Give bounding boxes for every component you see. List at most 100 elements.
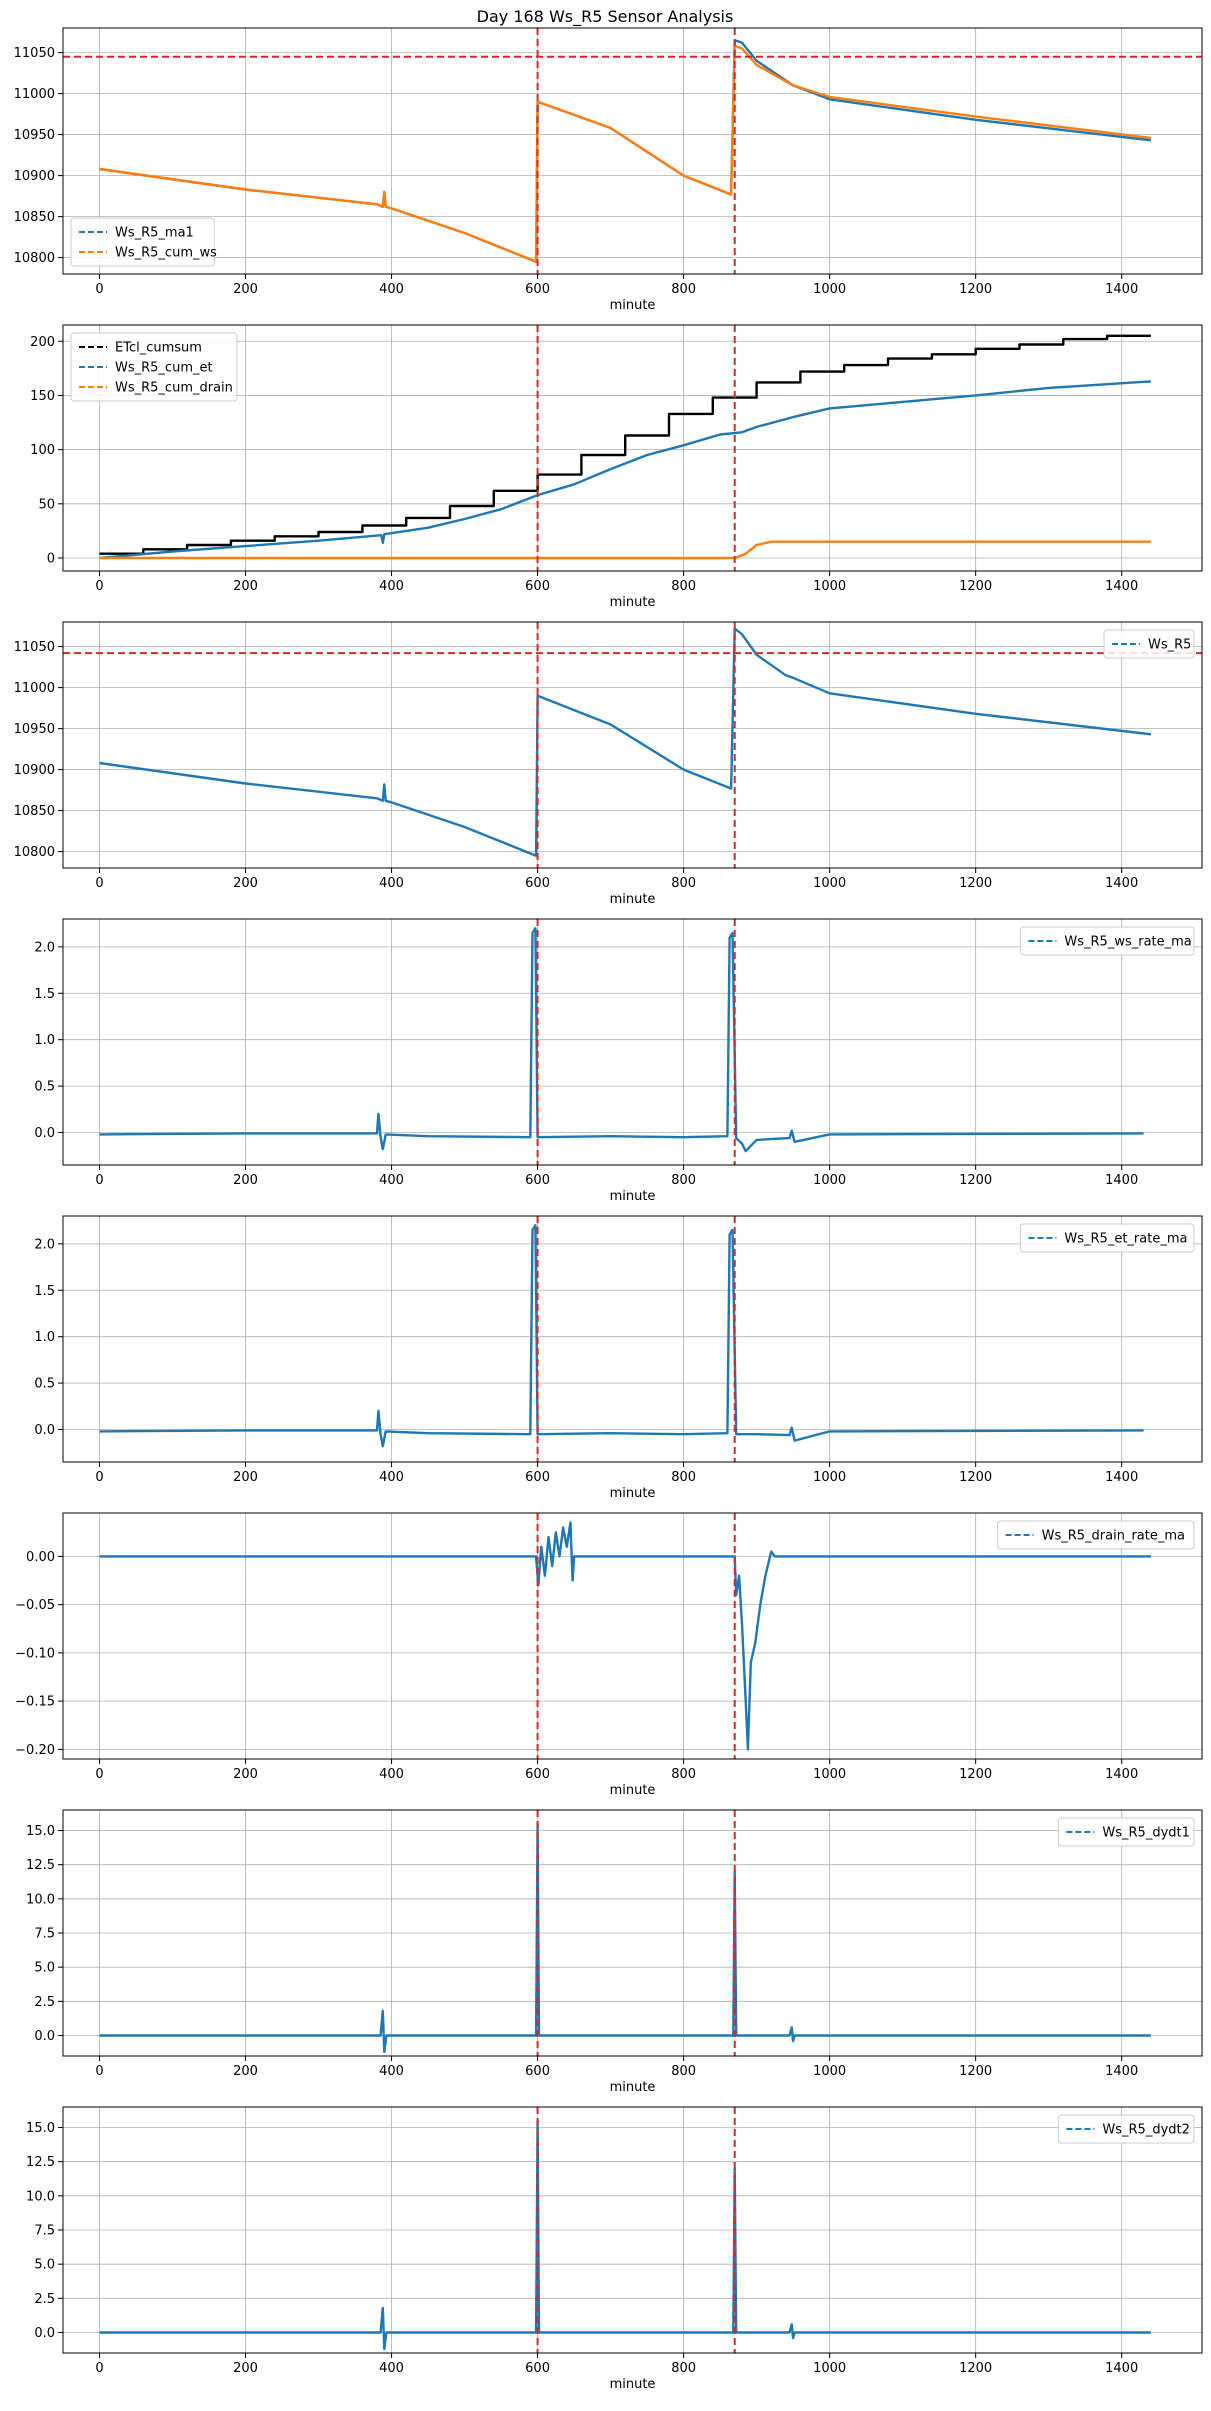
x-tick-label: 600 (525, 1173, 550, 1188)
subplot-6: 0 200 400 600 800 1000 1200 1400 −0.20 −0.15 −0.10… (15, 1512, 1203, 1798)
x-tick-label: 1000 (813, 1470, 846, 1485)
x-tick-label: 1000 (813, 282, 846, 297)
legend-label: Ws_R5_cum_drain (115, 381, 233, 396)
x-axis-label: minute (610, 1189, 656, 1204)
x-tick-label: 800 (671, 2361, 696, 2376)
x-tick-label: 0 (95, 579, 103, 594)
legend: Ws_R5_ws_rate_ma (1019, 926, 1195, 956)
x-tick-label: 0 (95, 1470, 103, 1485)
legend-box (70, 217, 215, 267)
y-tick-label: 10850 (14, 804, 55, 819)
x-tick-label: 800 (671, 1173, 696, 1188)
legend-label: Ws_R5_cum_et (115, 361, 213, 376)
y-tick-label: 10850 (14, 210, 55, 225)
legend-label: Ws_R5_et_rate_ma (1064, 1232, 1187, 1247)
axes-frame (62, 1512, 1203, 1760)
y-tick-label: 2.0 (34, 940, 55, 955)
legend-label: Ws_R5_dydt2 (1102, 2123, 1190, 2138)
legend-box (1103, 629, 1195, 659)
x-tick-label: 1000 (813, 2064, 846, 2079)
x-tick-label: 200 (233, 1173, 258, 1188)
y-tick-label: 10950 (14, 722, 55, 737)
x-tick-label: 200 (233, 1470, 258, 1485)
y-tick-label: −0.10 (15, 1646, 55, 1661)
legend: Ws_R5_dydt1 (1057, 1817, 1195, 1847)
legend-label: ETcl_cumsum (115, 341, 202, 356)
series-line-Ws_R5_cum_et (99, 380, 1151, 560)
x-tick-label: 1400 (1105, 1767, 1138, 1782)
y-tick-label: 2.5 (34, 2292, 55, 2307)
x-tick-label: 800 (671, 579, 696, 594)
y-tick-label: 0.0 (34, 1423, 55, 1438)
x-tick-label: 1400 (1105, 1470, 1138, 1485)
x-tick-label: 200 (233, 282, 258, 297)
subplot-8: 0 200 400 600 800 1000 1200 1400 0.0 2.5 5.0 7.5 10.… (26, 2106, 1203, 2392)
y-tick-label: 10.0 (26, 1892, 55, 1907)
series-line-Ws_R5_et_rate_ma (99, 1224, 1144, 1448)
y-tick-label: 0.0 (34, 2326, 55, 2341)
legend: Ws_R5 (1103, 629, 1195, 659)
x-axis-label: minute (610, 2377, 656, 2392)
x-axis-label: minute (610, 1783, 656, 1798)
x-tick-label: 400 (379, 876, 404, 891)
legend-box (1057, 2114, 1195, 2144)
x-tick-label: 1200 (959, 1173, 992, 1188)
x-tick-label: 1400 (1105, 2361, 1138, 2376)
y-tick-label: 7.5 (34, 2224, 55, 2239)
y-tick-label: 10900 (14, 169, 55, 184)
legend: Ws_R5_drain_rate_ma (997, 1520, 1195, 1550)
x-tick-label: 1200 (959, 1767, 992, 1782)
x-tick-label: 1400 (1105, 876, 1138, 891)
axes-frame (62, 918, 1203, 1166)
legend: Ws_R5_ma1 Ws_R5_cum_ws (70, 217, 217, 267)
axes-frame (62, 27, 1203, 275)
y-tick-label: −0.20 (15, 1743, 55, 1758)
y-tick-label: 0.5 (34, 1080, 55, 1095)
y-tick-label: 5.0 (34, 1961, 55, 1976)
y-tick-label: 11000 (14, 681, 55, 696)
x-tick-label: 0 (95, 2064, 103, 2079)
figure-title: Day 168 Ws_R5 Sensor Analysis (477, 7, 734, 27)
legend-label: Ws_R5_drain_rate_ma (1042, 1529, 1185, 1544)
x-tick-label: 1200 (959, 579, 992, 594)
x-tick-label: 200 (233, 2361, 258, 2376)
series-line-Ws_R5_dydt2 (99, 2119, 1151, 2351)
subplot-3: 0 200 400 600 800 1000 1200 1400 10800 10850 10900… (14, 621, 1203, 907)
x-tick-label: 0 (95, 876, 103, 891)
x-tick-label: 600 (525, 579, 550, 594)
y-tick-label: 200 (30, 335, 55, 350)
x-tick-label: 1400 (1105, 579, 1138, 594)
y-tick-label: 2.5 (34, 1995, 55, 2010)
plot-area (99, 919, 1144, 1165)
x-axis-label: minute (610, 298, 656, 313)
y-tick-label: 1.0 (34, 1330, 55, 1345)
subplot-7: 0 200 400 600 800 1000 1200 1400 0.0 2.5 5.0 7.5 10.… (26, 1809, 1203, 2095)
y-tick-label: 0.0 (34, 2029, 55, 2044)
y-tick-label: 10950 (14, 128, 55, 143)
y-tick-label: 15.0 (26, 2121, 55, 2136)
x-tick-label: 600 (525, 876, 550, 891)
x-axis-label: minute (610, 595, 656, 610)
subplot-4: 0 200 400 600 800 1000 1200 1400 0.0 0.5 1.0 1.5 2.0… (34, 918, 1203, 1204)
y-tick-label: 10800 (14, 845, 55, 860)
y-tick-label: 1.5 (34, 1284, 55, 1299)
x-tick-label: 1000 (813, 1767, 846, 1782)
y-tick-label: 10900 (14, 763, 55, 778)
y-tick-label: 1.5 (34, 987, 55, 1002)
x-tick-label: 1200 (959, 282, 992, 297)
legend: Ws_R5_dydt2 (1057, 2114, 1195, 2144)
series-line-Ws_R5_cum_ws (99, 44, 1152, 263)
x-tick-label: 800 (671, 1470, 696, 1485)
y-tick-label: 0 (47, 551, 55, 566)
y-tick-label: 7.5 (34, 1927, 55, 1942)
subplot-5: 0 200 400 600 800 1000 1200 1400 0.0 0.5 1.0 1.5 2.0… (34, 1215, 1203, 1501)
legend-label: Ws_R5_cum_ws (115, 246, 217, 261)
y-tick-label: 11050 (14, 640, 55, 655)
y-tick-label: −0.05 (15, 1598, 55, 1613)
x-tick-label: 600 (525, 282, 550, 297)
x-tick-label: 600 (525, 2361, 550, 2376)
x-tick-label: 400 (379, 1470, 404, 1485)
x-tick-label: 400 (379, 1767, 404, 1782)
legend-label: Ws_R5_ma1 (115, 226, 194, 241)
